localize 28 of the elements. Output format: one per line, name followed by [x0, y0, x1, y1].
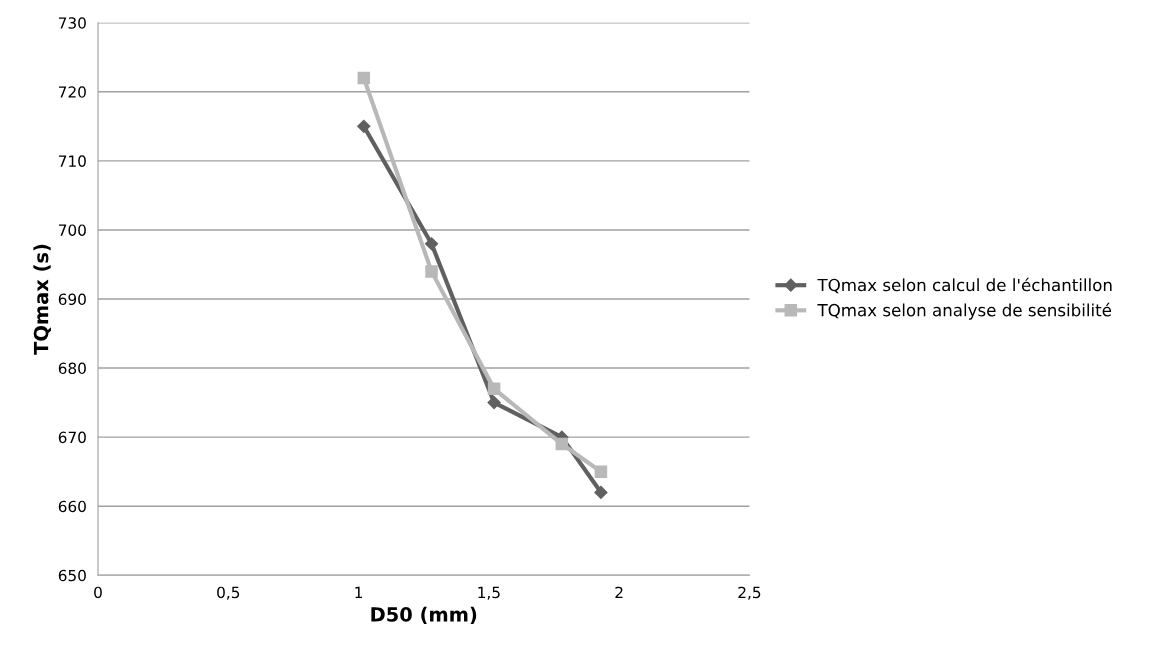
point [594, 485, 608, 499]
point [425, 265, 438, 278]
y-axis-title: TQmax (s) [33, 244, 51, 355]
legend-label: TQmax selon analyse de sensibilité [817, 302, 1112, 320]
point [594, 465, 608, 478]
point [487, 396, 501, 410]
point [424, 237, 439, 251]
x-tick-label: 0 [94, 586, 102, 599]
y-tick-label: 710 [58, 155, 86, 167]
y-tick-label: 650 [58, 569, 86, 582]
point [357, 119, 371, 133]
x-tick-label: 2,5 [738, 586, 761, 600]
y-tick-label: 730 [58, 17, 86, 29]
y-tick-label: 680 [58, 362, 86, 375]
y-tick-label: 700 [58, 224, 86, 236]
y-tick-label: 670 [58, 431, 86, 444]
x-tick-label: 2 [615, 586, 623, 598]
legend-label: TQmax selon calcul de l'échantillon [817, 277, 1112, 294]
point [487, 382, 501, 396]
point [357, 71, 371, 85]
x-tick-label: 1 [355, 586, 363, 598]
point [555, 437, 569, 451]
x-tick-label: 1,5 [478, 586, 500, 600]
y-tick-label: 720 [58, 86, 86, 98]
y-tick-label: 660 [58, 500, 86, 513]
y-tick-label: 690 [58, 293, 86, 306]
x-axis-title: D50 (mm) [371, 606, 477, 625]
x-tick-label: 0,5 [217, 586, 240, 600]
